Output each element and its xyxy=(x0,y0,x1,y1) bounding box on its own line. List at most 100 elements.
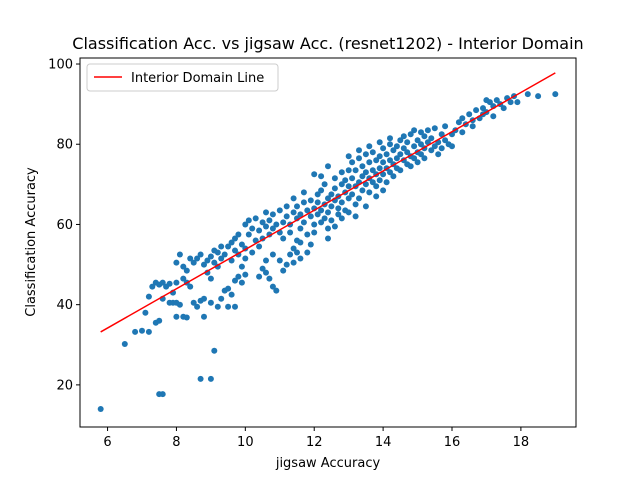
scatter-point xyxy=(318,219,325,226)
scatter-point xyxy=(194,303,201,310)
scatter-point xyxy=(514,99,521,106)
scatter-point xyxy=(376,139,383,146)
scatter-point xyxy=(297,211,304,218)
scatter-point xyxy=(214,303,221,310)
scatter-point xyxy=(407,163,414,170)
scatter-point xyxy=(238,279,245,286)
scatter-point xyxy=(376,153,383,160)
scatter-point xyxy=(242,221,249,228)
scatter-point xyxy=(455,119,462,126)
scatter-point xyxy=(228,239,235,246)
scatter-point xyxy=(187,255,194,262)
scatter-point xyxy=(225,303,232,310)
y-tick-label: 40 xyxy=(56,298,73,313)
scatter-point xyxy=(166,280,173,287)
scatter-point xyxy=(424,127,431,134)
scatter-point xyxy=(383,179,390,186)
scatter-point xyxy=(535,93,542,100)
scatter-point xyxy=(207,299,214,306)
scatter-point xyxy=(345,153,352,160)
scatter-point xyxy=(325,235,331,242)
scatter-point xyxy=(221,251,228,258)
scatter-point xyxy=(269,225,276,232)
scatter-point xyxy=(159,391,166,398)
x-tick-label: 14 xyxy=(375,435,392,450)
scatter-point xyxy=(304,207,311,214)
scatter-point xyxy=(238,263,245,270)
scatter-point xyxy=(418,141,424,148)
scatter-point xyxy=(325,225,331,232)
scatter-point xyxy=(411,143,418,150)
scatter-point xyxy=(232,277,238,284)
scatter-point xyxy=(359,163,366,170)
scatter-point xyxy=(276,207,283,214)
y-tick-label: 80 xyxy=(56,138,73,153)
scatter-point xyxy=(273,287,280,294)
scatter-point xyxy=(187,283,194,290)
scatter-point xyxy=(121,341,128,347)
scatter-point xyxy=(214,249,221,256)
scatter-point xyxy=(249,249,256,256)
scatter-point xyxy=(218,243,225,250)
scatter-point xyxy=(328,203,335,210)
scatter-point xyxy=(201,313,207,320)
scatter-point xyxy=(311,229,318,236)
scatter-point xyxy=(242,255,249,262)
legend: Interior Domain Line xyxy=(86,63,279,92)
scatter-point xyxy=(290,209,297,216)
scatter-point xyxy=(424,139,431,146)
x-tick-label: 12 xyxy=(306,435,323,450)
scatter-point xyxy=(393,155,400,162)
scatter-point xyxy=(176,301,183,308)
scatter-point xyxy=(307,241,314,248)
scatter-point xyxy=(404,139,411,146)
scatter-point xyxy=(207,375,214,382)
scatter-point xyxy=(283,213,290,220)
scatter-point xyxy=(228,291,235,298)
scatter-point xyxy=(290,245,297,252)
scatter-point xyxy=(380,171,387,178)
scatter-point xyxy=(345,209,352,216)
scatter-point xyxy=(335,205,342,212)
scatter-point xyxy=(400,133,407,140)
scatter-point xyxy=(180,263,187,270)
scatter-point xyxy=(318,187,325,194)
scatter-point xyxy=(225,285,232,292)
scatter-point xyxy=(304,231,311,238)
scatter-point xyxy=(283,261,290,268)
scatter-point xyxy=(132,328,139,335)
scatter-point xyxy=(259,219,266,226)
scatter-point xyxy=(442,123,449,130)
scatter-point xyxy=(400,145,407,152)
scatter-point xyxy=(232,303,238,310)
scatter-point xyxy=(369,179,376,186)
legend-box xyxy=(86,63,279,92)
scatter-point xyxy=(507,99,514,106)
scatter-point xyxy=(194,255,201,262)
scatter-point xyxy=(387,141,393,148)
scatter-point xyxy=(421,133,428,140)
x-tick-label: 8 xyxy=(172,435,180,450)
scatter-point xyxy=(362,151,369,158)
scatter-point xyxy=(338,181,345,188)
scatter-point xyxy=(269,251,276,258)
scatter-point xyxy=(397,137,404,144)
scatter-point xyxy=(356,147,362,154)
scatter-point xyxy=(362,203,369,210)
scatter-point xyxy=(245,231,252,238)
scatter-point xyxy=(218,295,225,302)
scatter-point xyxy=(287,229,294,236)
scatter-point xyxy=(459,129,466,136)
scatter-point xyxy=(345,183,352,190)
x-tick-label: 10 xyxy=(237,435,254,450)
scatter-point xyxy=(352,201,359,208)
scatter-point xyxy=(428,135,435,142)
scatter-point xyxy=(438,131,445,138)
scatter-point xyxy=(218,255,225,262)
scatter-point xyxy=(256,243,263,250)
scatter-point xyxy=(431,125,438,132)
scatter-point xyxy=(145,293,152,300)
scatter-point xyxy=(290,195,297,202)
scatter-point xyxy=(225,243,232,250)
scatter-point xyxy=(269,211,276,218)
